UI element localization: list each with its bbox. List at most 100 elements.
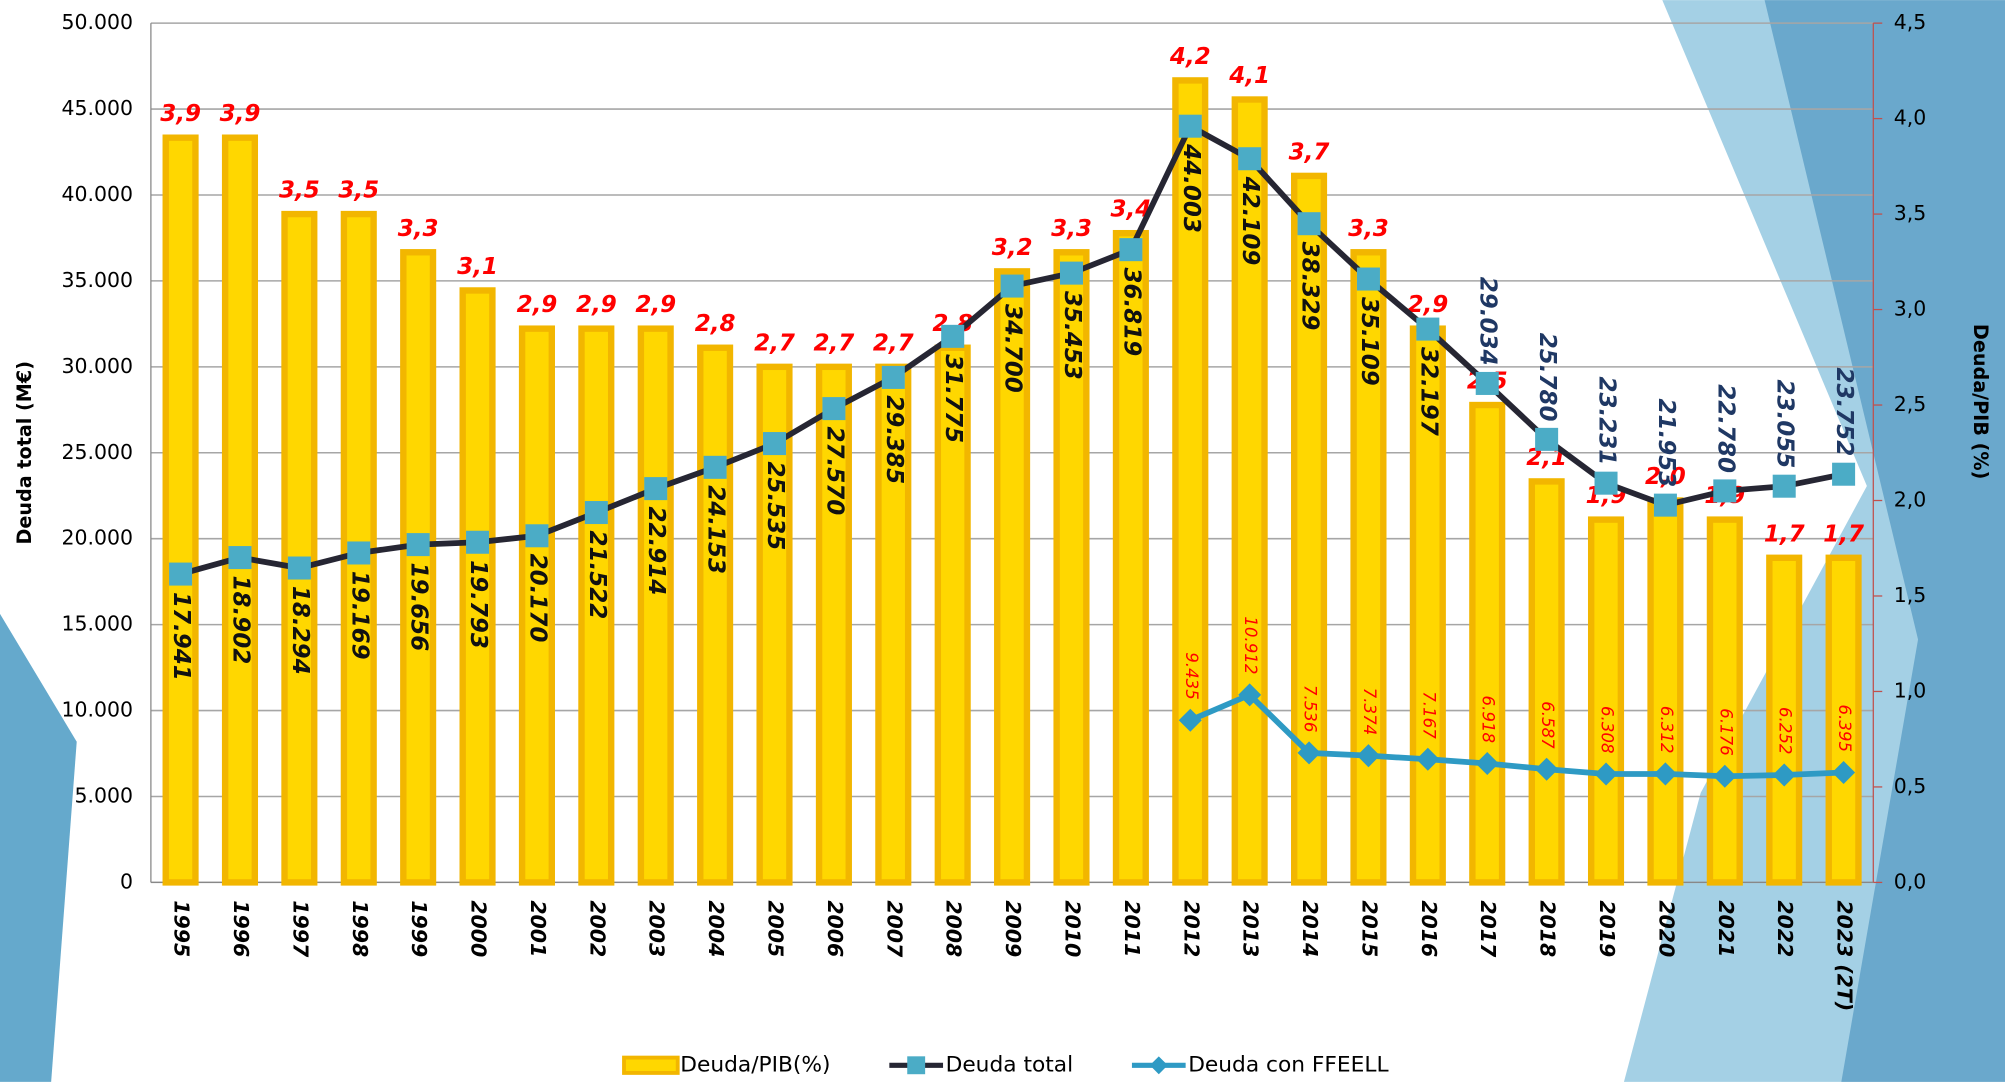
y-tick-label: 25.000 <box>61 440 133 464</box>
x-tick-label: 1997 <box>288 900 312 958</box>
line-value-label: 25.535 <box>762 461 788 550</box>
marker <box>169 563 192 586</box>
legend-swatch <box>624 1058 678 1073</box>
bar-value-label: 2,9 <box>576 292 617 318</box>
bar-value-label: 4,2 <box>1169 44 1211 70</box>
y2-tick-label: 4,5 <box>1894 10 1927 34</box>
marker <box>585 501 608 524</box>
y2-tick-label: 0,0 <box>1894 869 1927 893</box>
bar-value-label: 2,9 <box>517 292 558 318</box>
bar <box>285 214 315 882</box>
line-value-label: 7.374 <box>1360 688 1379 736</box>
bar-value-label: 3,3 <box>398 216 439 242</box>
marker <box>1060 262 1083 285</box>
chart: Deuda total (M€) Deuda/PIB (%) 05.00010.… <box>0 0 2005 1082</box>
decor <box>0 614 77 1082</box>
marker <box>704 456 727 479</box>
bar-value-label: 3,9 <box>160 101 201 127</box>
line-value-label: 23.752 <box>1831 368 1857 457</box>
y2-tick-label: 3,0 <box>1894 297 1927 321</box>
x-tick-label: 2021 <box>1714 900 1738 957</box>
legend-label: Deuda total <box>946 1052 1074 1077</box>
x-tick-label: 2000 <box>467 900 491 957</box>
bar-value-label: 3,2 <box>992 235 1033 261</box>
marker <box>525 524 548 547</box>
x-tick-label: 2023 (2T) <box>1833 900 1857 1011</box>
bar <box>166 138 196 883</box>
x-tick-label: 2013 <box>1239 900 1263 957</box>
x-tick-label: 2010 <box>1060 900 1084 957</box>
line-value-label: 20.170 <box>524 554 550 643</box>
marker <box>407 533 430 556</box>
marker <box>288 557 311 580</box>
x-tick-label: 2008 <box>942 900 966 957</box>
line-value-label: 22.914 <box>643 507 669 596</box>
marker <box>466 531 489 554</box>
bar-value-label: 3,9 <box>220 101 261 127</box>
y2-axis-label: Deuda/PIB (%) <box>1969 324 1992 479</box>
y2-tick-label: 4,0 <box>1894 106 1927 130</box>
marker <box>1773 475 1796 498</box>
bar-value-label: 2,7 <box>814 330 855 356</box>
line-value-label: 19.169 <box>346 571 372 660</box>
marker <box>1713 479 1736 502</box>
y-tick-label: 45.000 <box>61 96 133 120</box>
bar-value-label: 2,7 <box>754 330 795 356</box>
y-tick-label: 30.000 <box>61 354 133 378</box>
bar-value-label: 3,5 <box>338 178 379 204</box>
marker <box>1416 318 1439 341</box>
line-value-label: 23.055 <box>1772 380 1798 469</box>
x-tick-label: 2006 <box>823 900 847 957</box>
marker <box>1119 238 1142 261</box>
y2-tick-label: 1,5 <box>1894 583 1927 607</box>
marker <box>1238 147 1261 170</box>
x-tick-label: 2001 <box>526 900 550 957</box>
marker <box>1179 115 1202 138</box>
x-tick-label: 1998 <box>348 900 372 957</box>
legend-swatch <box>1150 1056 1168 1074</box>
bar-value-label: 2,7 <box>873 330 914 356</box>
bar <box>225 138 255 883</box>
line-value-label: 7.536 <box>1301 685 1320 733</box>
bar <box>1532 481 1562 882</box>
x-tick-label: 2011 <box>1120 900 1144 957</box>
y-tick-label: 10.000 <box>61 698 133 722</box>
bar-value-label: 3,5 <box>279 178 320 204</box>
x-tick-label: 2017 <box>1476 900 1500 958</box>
marker <box>228 546 251 569</box>
line-value-label: 7.167 <box>1419 691 1438 739</box>
bar-value-label: 1,7 <box>1823 521 1864 547</box>
y2-tick-label: 2,5 <box>1894 392 1927 416</box>
line-value-label: 42.109 <box>1237 176 1263 266</box>
bar-value-label: 3,3 <box>1348 216 1389 242</box>
x-tick-label: 2022 <box>1773 900 1797 957</box>
y2-tick-label: 0,5 <box>1894 774 1927 798</box>
bar <box>700 348 730 883</box>
line-value-label: 21.953 <box>1653 398 1679 487</box>
bar <box>1591 520 1621 883</box>
line-value-label: 6.395 <box>1835 704 1854 752</box>
marker <box>1832 463 1855 486</box>
bar-value-label: 3,1 <box>457 254 498 280</box>
line-value-label: 6.308 <box>1598 706 1617 754</box>
bar-value-label: 2,8 <box>695 311 736 337</box>
line-value-label: 18.294 <box>287 586 313 675</box>
marker <box>1001 275 1024 298</box>
marker <box>1654 494 1677 517</box>
x-tick-label: 2015 <box>1357 900 1381 957</box>
line-value-label: 29.385 <box>881 395 907 484</box>
x-tick-label: 1999 <box>407 900 431 957</box>
line-value-label: 36.819 <box>1118 268 1144 357</box>
line-value-label: 27.570 <box>821 427 847 516</box>
x-tick-label: 2007 <box>882 900 906 958</box>
legend-label: Deuda/PIB(%) <box>680 1052 830 1077</box>
y-tick-label: 0 <box>120 869 133 893</box>
line-value-label: 32.197 <box>1415 347 1441 436</box>
x-tick-label: 2019 <box>1595 900 1619 957</box>
marker <box>763 432 786 455</box>
bar-value-label: 3,7 <box>1289 139 1330 165</box>
x-tick-label: 2002 <box>585 900 609 957</box>
y-tick-label: 20.000 <box>61 526 133 550</box>
marker <box>941 325 964 348</box>
line-value-label: 6.918 <box>1479 696 1498 744</box>
